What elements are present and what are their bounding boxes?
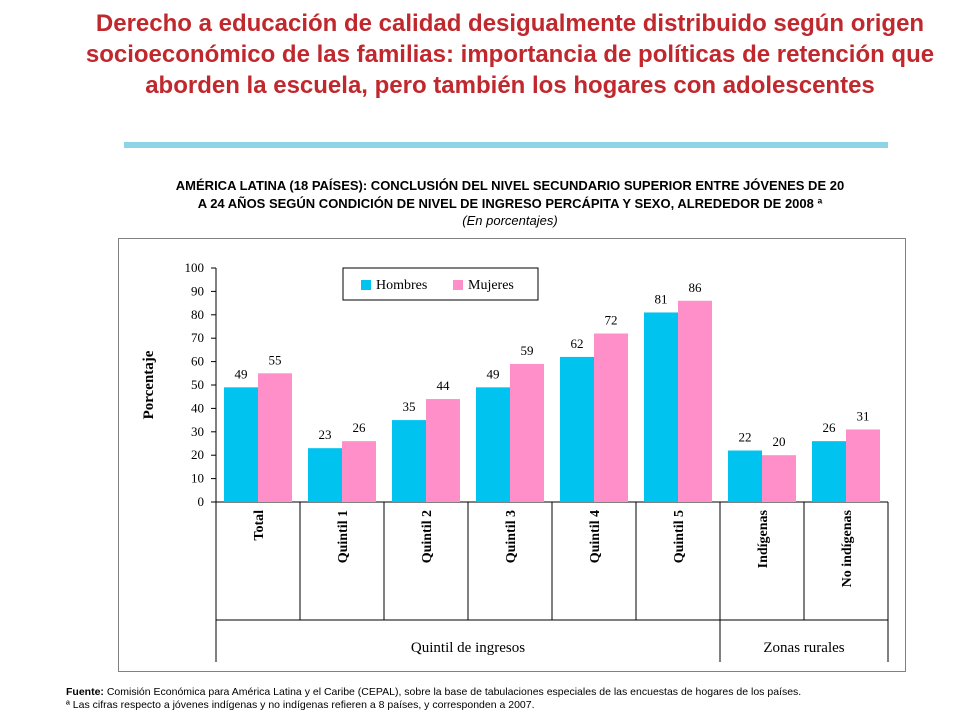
category-label: Quintil 1	[336, 510, 351, 563]
bar-hombres	[308, 448, 342, 502]
data-label: 81	[655, 291, 668, 306]
y-tick-label: 20	[191, 447, 204, 462]
legend-swatch-hombres	[361, 280, 371, 290]
legend-label-hombres: Hombres	[376, 278, 427, 293]
source-label: Fuente:	[66, 686, 104, 698]
data-label: 44	[437, 378, 451, 393]
category-label: Quintil 2	[420, 510, 435, 563]
legend-box	[342, 267, 539, 301]
bar-mujeres	[594, 333, 628, 502]
y-tick-label: 0	[198, 494, 205, 509]
bar-hombres	[392, 420, 426, 502]
category-label: Quintil 4	[588, 510, 603, 563]
chart-subtitle-line1: AMÉRICA LATINA (18 PAÍSES): CONCLUSIÓN D…	[175, 178, 845, 193]
source-note: Fuente: Comisión Económica para América …	[66, 686, 946, 712]
bar-mujeres	[846, 429, 880, 502]
category-label: Quintil 3	[504, 510, 519, 563]
data-label: 26	[353, 420, 367, 435]
legend-label-mujeres: Mujeres	[468, 278, 514, 293]
bar-hombres	[476, 387, 510, 502]
bar-hombres	[224, 387, 258, 502]
y-tick-label: 70	[191, 330, 204, 345]
y-axis-label: Porcentaje	[141, 350, 157, 419]
bar-hombres	[812, 441, 846, 502]
category-label: Quintil 5	[672, 510, 687, 563]
y-tick-label: 10	[191, 471, 204, 486]
data-label: 86	[689, 280, 703, 295]
page-title: Derecho a educación de calidad desigualm…	[85, 10, 935, 99]
data-label: 59	[521, 343, 534, 358]
group-label: Zonas rurales	[763, 640, 844, 656]
data-label: 55	[269, 352, 282, 367]
y-tick-label: 100	[185, 260, 205, 275]
bar-hombres	[644, 312, 678, 502]
category-label: Total	[252, 510, 267, 541]
category-label: Indígenas	[756, 509, 771, 568]
source-text: Comisión Económica para América Latina y…	[106, 686, 802, 698]
data-label: 49	[235, 366, 248, 381]
chart-units: (En porcentajes)	[462, 213, 558, 228]
legend-swatch-mujeres	[453, 280, 463, 290]
group-label: Quintil de ingresos	[411, 640, 525, 656]
bar-mujeres	[342, 441, 376, 502]
data-label: 31	[857, 408, 870, 423]
y-tick-label: 80	[191, 307, 204, 322]
y-tick-label: 40	[191, 400, 204, 415]
y-tick-label: 30	[191, 424, 204, 439]
bar-mujeres	[426, 399, 460, 502]
bar-hombres	[728, 450, 762, 502]
data-label: 49	[487, 366, 500, 381]
data-label: 23	[319, 427, 332, 442]
data-label: 35	[403, 399, 416, 414]
bar-hombres	[560, 356, 594, 502]
chart-subtitle-line2: A 24 AÑOS SEGÚN CONDICIÓN DE NIVEL DE IN…	[197, 196, 823, 211]
bar-mujeres	[510, 363, 544, 502]
data-label: 26	[823, 420, 837, 435]
bar-mujeres	[762, 455, 796, 502]
y-tick-label: 50	[191, 377, 204, 392]
title-underline	[124, 142, 888, 148]
data-label: 72	[605, 313, 618, 328]
footnote: ª Las cifras respecto a jóvenes indígena…	[66, 699, 535, 711]
data-label: 20	[773, 434, 786, 449]
data-label: 62	[571, 336, 584, 351]
data-label: 22	[739, 430, 752, 445]
bar-mujeres	[678, 300, 712, 502]
category-label: No indígenas	[840, 509, 855, 587]
chart-subtitle: AMÉRICA LATINA (18 PAÍSES): CONCLUSIÓN D…	[60, 177, 960, 213]
y-tick-label: 60	[191, 354, 204, 369]
y-tick-label: 90	[191, 283, 204, 298]
bar-mujeres	[258, 373, 292, 502]
